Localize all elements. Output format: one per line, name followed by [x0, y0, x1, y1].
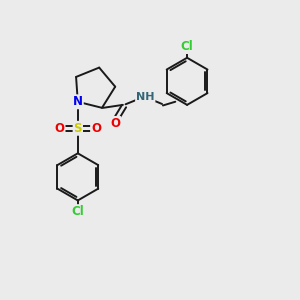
Text: O: O	[55, 122, 64, 135]
Text: Cl: Cl	[71, 205, 84, 218]
Text: N: N	[73, 95, 83, 108]
Text: O: O	[91, 122, 101, 135]
Text: NH: NH	[136, 92, 154, 102]
Text: S: S	[74, 122, 82, 135]
Text: Cl: Cl	[181, 40, 194, 53]
Text: O: O	[110, 117, 120, 130]
